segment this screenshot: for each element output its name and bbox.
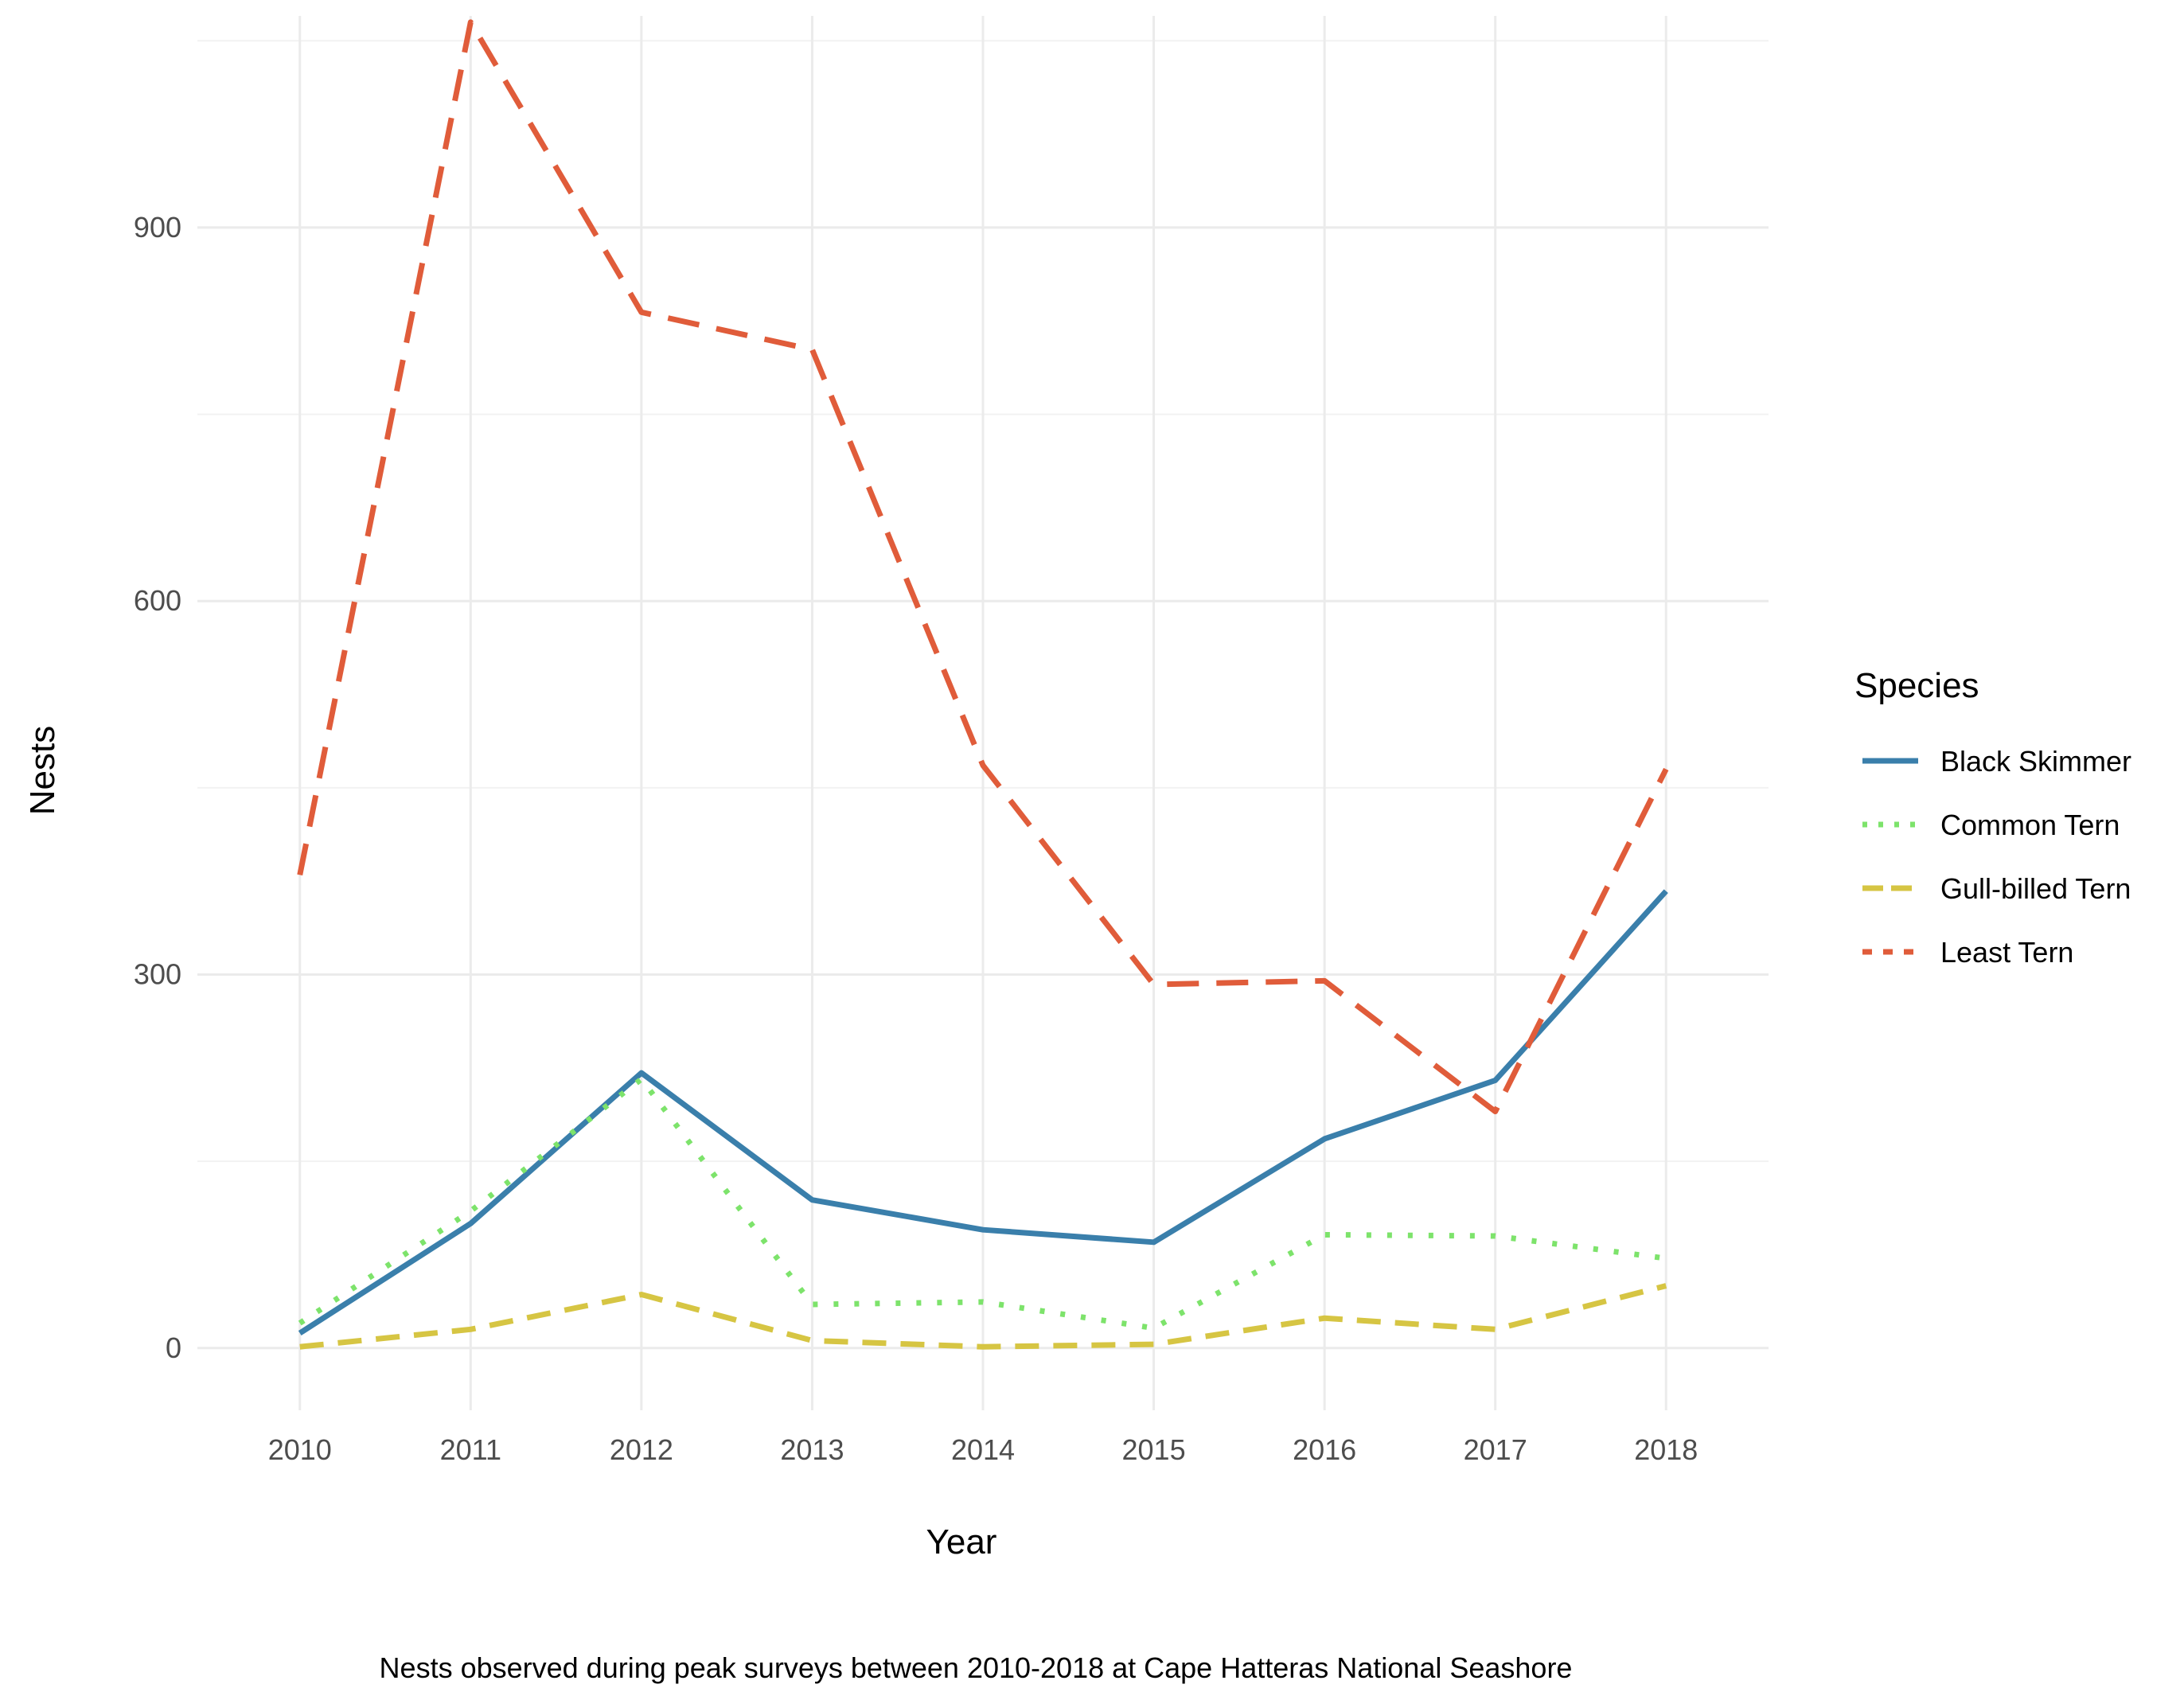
x-tick-label: 2012 bbox=[610, 1433, 673, 1466]
grid bbox=[197, 16, 1769, 1410]
y-tick-label: 600 bbox=[134, 584, 181, 617]
series-lines bbox=[297, 19, 1669, 1350]
y-tick-label: 0 bbox=[166, 1331, 181, 1364]
x-tick-label: 2013 bbox=[780, 1433, 844, 1466]
legend-items: Black Skimmer Common Tern Gull-billed Tern… bbox=[1862, 745, 2131, 969]
x-axis-title: Year bbox=[926, 1523, 997, 1561]
series-line bbox=[299, 1283, 1667, 1350]
x-axis-ticks: 2010 2011 2012 2013 2014 2015 2016 2017 2018 bbox=[268, 1433, 1698, 1466]
x-tick-label: 2016 bbox=[1293, 1433, 1356, 1466]
x-tick-label: 2018 bbox=[1634, 1433, 1698, 1466]
y-axis-title: Nests bbox=[23, 726, 62, 815]
legend-label: Common Tern bbox=[1940, 809, 2120, 841]
y-tick-label: 900 bbox=[134, 211, 181, 244]
x-tick-label: 2017 bbox=[1464, 1433, 1527, 1466]
chart-caption: Nests observed during peak surveys betwe… bbox=[380, 1651, 1573, 1684]
y-tick-label: 300 bbox=[134, 958, 181, 991]
legend-title: Species bbox=[1854, 666, 1979, 705]
legend-label: Black Skimmer bbox=[1940, 745, 2131, 778]
legend: Species Black Skimmer Common Tern Gull-bil… bbox=[1854, 666, 2131, 969]
series-line bbox=[298, 889, 1668, 1335]
legend-label: Gull-billed Tern bbox=[1940, 872, 2131, 905]
series-line bbox=[297, 19, 1669, 1115]
x-tick-label: 2011 bbox=[440, 1433, 501, 1466]
series-line bbox=[298, 1076, 1667, 1331]
x-tick-label: 2010 bbox=[268, 1433, 332, 1466]
y-axis-ticks: 0 300 600 900 bbox=[134, 211, 181, 1364]
legend-label: Least Tern bbox=[1940, 936, 2073, 969]
x-tick-label: 2015 bbox=[1122, 1433, 1186, 1466]
x-tick-label: 2014 bbox=[951, 1433, 1015, 1466]
